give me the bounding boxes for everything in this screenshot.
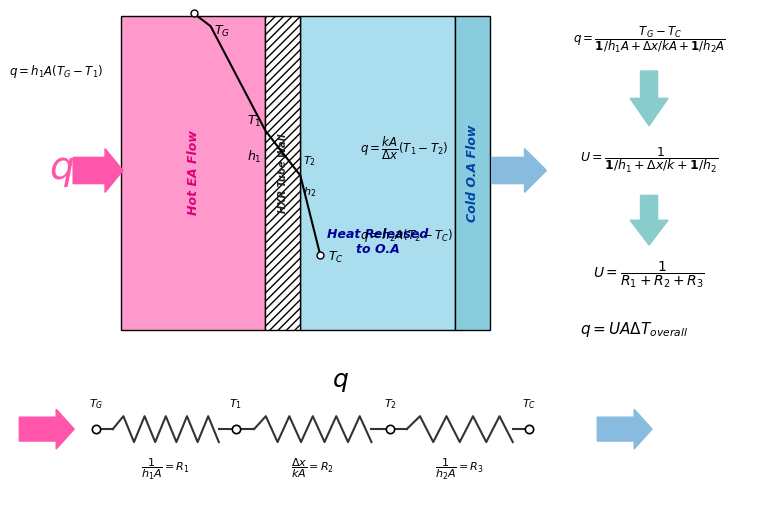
Text: $T_2$: $T_2$ — [384, 397, 397, 411]
Text: $q=UA\Delta T_{overall}$: $q=UA\Delta T_{overall}$ — [580, 320, 688, 339]
Text: $T_1$: $T_1$ — [247, 114, 261, 129]
Text: Cold O.A Flow: Cold O.A Flow — [466, 124, 478, 222]
Polygon shape — [19, 409, 74, 449]
Text: $q=h_2A(T_2-T_C)$: $q=h_2A(T_2-T_C)$ — [360, 227, 454, 243]
Text: $h_1$: $h_1$ — [247, 149, 261, 165]
Polygon shape — [492, 149, 546, 192]
Text: $T_2$: $T_2$ — [303, 154, 316, 168]
Bar — [300, 16, 455, 330]
Text: $T_C$: $T_C$ — [522, 397, 537, 411]
Text: HXR Tube Wall: HXR Tube Wall — [278, 133, 288, 213]
Text: $T_1$: $T_1$ — [229, 397, 242, 411]
Bar — [455, 16, 489, 330]
Bar — [265, 16, 300, 330]
Text: $q$: $q$ — [48, 151, 74, 190]
Text: $q$: $q$ — [331, 370, 349, 394]
Polygon shape — [630, 196, 668, 245]
Polygon shape — [73, 149, 123, 192]
Text: $q=\dfrac{kA}{\Delta x}(T_1-T_2)$: $q=\dfrac{kA}{\Delta x}(T_1-T_2)$ — [360, 135, 449, 162]
Text: $q=h_1A(T_G-T_1)$: $q=h_1A(T_G-T_1)$ — [9, 63, 103, 80]
Bar — [121, 16, 265, 330]
Text: $T_G$: $T_G$ — [214, 24, 230, 40]
Text: Hot EA Flow: Hot EA Flow — [187, 131, 200, 216]
Text: Heat Released
to O.A: Heat Released to O.A — [327, 228, 428, 256]
Text: $q=\dfrac{T_G-T_C}{\mathbf{1}/h_1A+\Delta x/kA+\mathbf{1}/h_2A}$: $q=\dfrac{T_G-T_C}{\mathbf{1}/h_1A+\Delt… — [573, 24, 726, 55]
Text: $\dfrac{1}{h_1 A}=R_1$: $\dfrac{1}{h_1 A}=R_1$ — [142, 457, 191, 482]
Text: $\dfrac{\Delta x}{kA}=R_2$: $\dfrac{\Delta x}{kA}=R_2$ — [291, 457, 335, 481]
Text: $\dfrac{1}{h_2 A}=R_3$: $\dfrac{1}{h_2 A}=R_3$ — [435, 457, 484, 482]
Text: $h_2$: $h_2$ — [303, 186, 317, 199]
Text: $U=\dfrac{1}{\mathbf{1}/h_1+\Delta x/k+\mathbf{1}/h_2}$: $U=\dfrac{1}{\mathbf{1}/h_1+\Delta x/k+\… — [580, 146, 718, 175]
Text: $T_C$: $T_C$ — [328, 249, 344, 265]
Text: $U=\dfrac{1}{R_1+R_2+R_3}$: $U=\dfrac{1}{R_1+R_2+R_3}$ — [593, 260, 705, 290]
Polygon shape — [598, 409, 652, 449]
Text: $T_G$: $T_G$ — [89, 397, 103, 411]
Polygon shape — [630, 71, 668, 126]
